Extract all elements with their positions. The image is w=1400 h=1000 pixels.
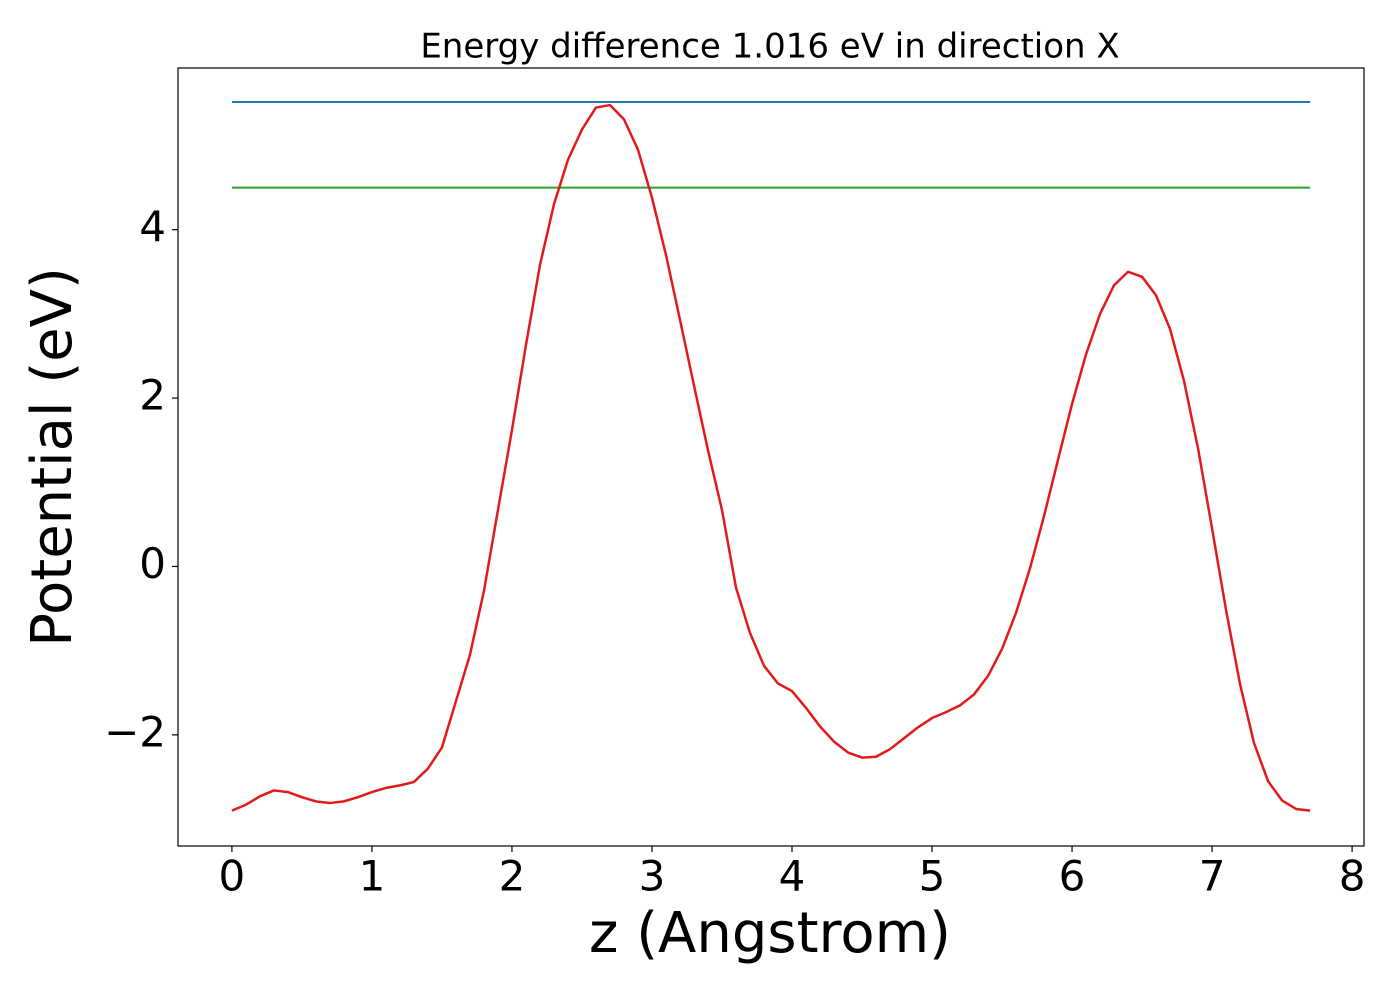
x-tick-label: 5 (919, 852, 946, 901)
x-tick-label: 7 (1199, 852, 1226, 901)
y-tick-label: 0 (139, 539, 166, 588)
x-tick-label: 3 (639, 852, 666, 901)
x-tick-label: 1 (359, 852, 386, 901)
y-tick-label: −2 (104, 707, 166, 756)
x-tick-label: 4 (779, 852, 806, 901)
plot-frame (177, 67, 1365, 847)
y-axis-label: Potential (eV) (20, 267, 85, 647)
x-tick-label: 6 (1059, 852, 1086, 901)
y-tick-label: 4 (139, 202, 166, 251)
x-tick-label: 8 (1339, 852, 1366, 901)
y-tick-label: 2 (139, 371, 166, 420)
chart-title: Energy difference 1.016 eV in direction … (420, 27, 1119, 67)
x-tick-label: 2 (499, 852, 526, 901)
x-tick-label: 0 (219, 852, 246, 901)
data-line (231, 103, 1311, 812)
x-axis-label: z (Angstrom) (589, 901, 951, 966)
